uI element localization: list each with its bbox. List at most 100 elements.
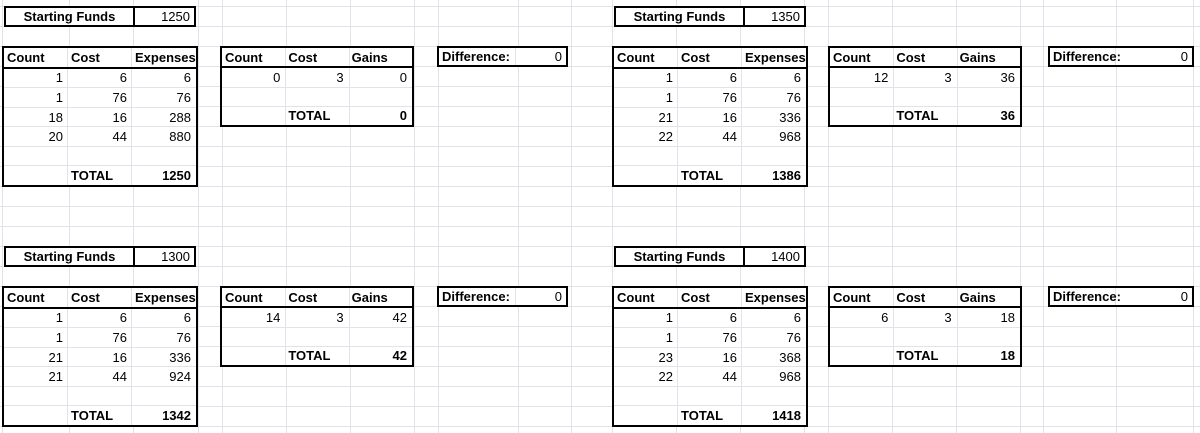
header-cell-gains[interactable]: Gains [351, 289, 388, 305]
total-value-cell[interactable]: 1386 [772, 168, 801, 184]
cost-cell[interactable]: 3 [336, 69, 344, 85]
gains-cell[interactable]: 36 [1000, 69, 1015, 85]
starting-funds-label-cell[interactable]: Starting Funds [6, 248, 135, 265]
total-label-cell[interactable]: TOTAL [681, 408, 724, 424]
gains-cell[interactable]: 18 [1000, 309, 1015, 325]
count-cell[interactable]: 1 [55, 310, 63, 326]
count-cell[interactable]: 22 [658, 129, 673, 145]
count-cell[interactable]: 1 [55, 89, 63, 105]
total-value-cell[interactable]: 36 [1000, 108, 1015, 124]
difference-value-cell[interactable]: 0 [554, 49, 562, 64]
total-label-cell[interactable]: TOTAL [896, 348, 939, 364]
count-cell[interactable]: 1 [55, 329, 63, 345]
starting-funds-label-cell[interactable]: Starting Funds [6, 8, 135, 25]
count-cell[interactable]: 6 [881, 309, 889, 325]
header-cell-cost[interactable]: Cost [288, 49, 318, 65]
total-label-cell[interactable]: TOTAL [288, 348, 331, 364]
count-cell[interactable]: 12 [873, 69, 889, 85]
count-cell[interactable]: 1 [665, 70, 673, 86]
starting-funds-value-cell[interactable]: 1300 [161, 249, 190, 264]
header-cell-cost[interactable]: Cost [288, 289, 318, 305]
expenses-cell[interactable]: 6 [793, 70, 801, 86]
header-cell-count[interactable]: Count [7, 49, 45, 65]
count-cell[interactable]: 20 [48, 129, 63, 145]
cost-cell[interactable]: 76 [112, 329, 127, 345]
count-cell[interactable]: 23 [658, 349, 673, 365]
total-label-cell[interactable]: TOTAL [288, 108, 331, 124]
cost-cell[interactable]: 16 [112, 349, 127, 365]
difference-label-cell[interactable]: Difference: [439, 288, 516, 305]
cost-cell[interactable]: 76 [722, 89, 737, 105]
total-value-cell[interactable]: 1250 [162, 168, 191, 184]
cost-cell[interactable]: 6 [729, 70, 737, 86]
header-cell-gains[interactable]: Gains [351, 49, 388, 65]
cost-cell[interactable]: 44 [722, 129, 737, 145]
header-cell-expenses[interactable]: Expenses [135, 289, 196, 305]
expenses-cell[interactable]: 368 [779, 349, 801, 365]
total-value-cell[interactable]: 0 [399, 108, 407, 124]
cost-cell[interactable]: 44 [112, 129, 127, 145]
expenses-cell[interactable]: 336 [169, 349, 191, 365]
count-cell[interactable]: 1 [665, 310, 673, 326]
cost-cell[interactable]: 44 [722, 369, 737, 385]
cost-cell[interactable]: 16 [112, 109, 127, 125]
header-cell-cost[interactable]: Cost [71, 49, 100, 65]
starting-funds-label-cell[interactable]: Starting Funds [616, 248, 745, 265]
expenses-cell[interactable]: 968 [779, 369, 801, 385]
cost-cell[interactable]: 3 [944, 69, 952, 85]
total-value-cell[interactable]: 1342 [162, 408, 191, 424]
header-cell-count[interactable]: Count [617, 49, 655, 65]
cost-cell[interactable]: 76 [722, 329, 737, 345]
cost-cell[interactable]: 3 [944, 309, 952, 325]
gains-cell[interactable]: 0 [399, 69, 407, 85]
starting-funds-value-cell[interactable]: 1250 [161, 9, 190, 24]
expenses-cell[interactable]: 880 [169, 129, 191, 145]
header-cell-count[interactable]: Count [225, 49, 263, 65]
header-cell-cost[interactable]: Cost [681, 289, 710, 305]
expenses-cell[interactable]: 924 [169, 369, 191, 385]
expenses-cell[interactable]: 968 [779, 129, 801, 145]
count-cell[interactable]: 22 [658, 369, 673, 385]
header-cell-count[interactable]: Count [833, 49, 871, 65]
cost-cell[interactable]: 6 [729, 310, 737, 326]
total-value-cell[interactable]: 1418 [772, 408, 801, 424]
count-cell[interactable]: 21 [48, 369, 63, 385]
expenses-cell[interactable]: 6 [183, 310, 191, 326]
header-cell-cost[interactable]: Cost [681, 49, 710, 65]
header-cell-expenses[interactable]: Expenses [745, 49, 806, 65]
cost-cell[interactable]: 44 [112, 369, 127, 385]
cost-cell[interactable]: 16 [722, 349, 737, 365]
starting-funds-value-cell[interactable]: 1400 [771, 249, 800, 264]
count-cell[interactable]: 1 [665, 89, 673, 105]
header-cell-expenses[interactable]: Expenses [135, 49, 196, 65]
difference-label-cell[interactable]: Difference: [1050, 48, 1121, 65]
difference-label-cell[interactable]: Difference: [1050, 288, 1121, 305]
difference-value-cell[interactable]: 0 [554, 289, 562, 304]
count-cell[interactable]: 21 [658, 109, 673, 125]
difference-value-cell[interactable]: 0 [1180, 49, 1188, 64]
expenses-cell[interactable]: 76 [786, 89, 801, 105]
expenses-cell[interactable]: 76 [176, 329, 191, 345]
header-cell-count[interactable]: Count [617, 289, 655, 305]
header-cell-cost[interactable]: Cost [71, 289, 100, 305]
header-cell-gains[interactable]: Gains [959, 49, 996, 65]
cost-cell[interactable]: 6 [119, 310, 127, 326]
header-cell-cost[interactable]: Cost [896, 49, 926, 65]
expenses-cell[interactable]: 6 [793, 310, 801, 326]
expenses-cell[interactable]: 336 [779, 109, 801, 125]
header-cell-gains[interactable]: Gains [959, 289, 996, 305]
header-cell-cost[interactable]: Cost [896, 289, 926, 305]
total-label-cell[interactable]: TOTAL [71, 168, 114, 184]
expenses-cell[interactable]: 76 [176, 89, 191, 105]
gains-cell[interactable]: 42 [392, 309, 407, 325]
difference-label-cell[interactable]: Difference: [439, 48, 516, 65]
count-cell[interactable]: 18 [48, 109, 63, 125]
total-value-cell[interactable]: 42 [392, 348, 407, 364]
header-cell-expenses[interactable]: Expenses [745, 289, 806, 305]
header-cell-count[interactable]: Count [225, 289, 263, 305]
cost-cell[interactable]: 16 [722, 109, 737, 125]
count-cell[interactable]: 0 [273, 69, 281, 85]
starting-funds-value-cell[interactable]: 1350 [771, 9, 800, 24]
expenses-cell[interactable]: 6 [183, 70, 191, 86]
total-label-cell[interactable]: TOTAL [896, 108, 939, 124]
